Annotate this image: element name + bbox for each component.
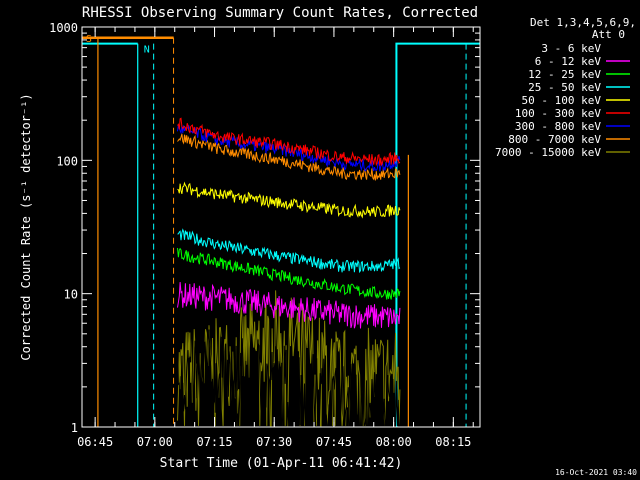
y-tick-label-0: 1: [71, 421, 78, 435]
series-line-3: [177, 228, 401, 274]
x-axis-label: Start Time (01-Apr-11 06:41:42): [160, 456, 403, 471]
y-axis-label: Corrected Count Rate (s⁻¹ detector⁻¹): [19, 93, 33, 360]
legend-label-1: 6 - 12 keV: [535, 55, 602, 68]
legend-label-3: 25 - 50 keV: [528, 81, 601, 94]
legend-label-2: 12 - 25 keV: [528, 68, 601, 81]
series-line-7: [177, 133, 401, 181]
x-tick-label-3: 07:30: [256, 435, 292, 449]
x-tick-label-0: 06:45: [77, 435, 113, 449]
y-tick-label-3: 1000: [49, 21, 78, 35]
x-tick-label-2: 07:15: [196, 435, 232, 449]
footer-date: 16-Oct-2021 03:40: [555, 468, 637, 477]
annotation-n: N: [144, 45, 150, 56]
legend-header-line-1: Det 1,3,4,5,6,9,: [530, 16, 636, 29]
legend-label-8: 7000 - 15000 keV: [495, 146, 601, 159]
legend-label-6: 300 - 800 keV: [515, 120, 601, 133]
legend-label-7: 800 - 7000 keV: [508, 133, 601, 146]
chart-title: RHESSI Observing Summary Count Rates, Co…: [82, 5, 478, 21]
series-line-1: [177, 282, 401, 329]
series-line-4: [177, 181, 401, 219]
annotation-s: S: [86, 34, 92, 45]
x-tick-label-6: 08:15: [435, 435, 471, 449]
y-tick-label-2: 100: [56, 154, 78, 168]
legend-label-4: 50 - 100 keV: [522, 94, 602, 107]
night-indicator-right: [395, 42, 480, 427]
x-tick-label-4: 07:45: [316, 435, 352, 449]
series-line-2: [177, 247, 401, 300]
series-line-5: [177, 117, 401, 167]
plot-frame: [81, 26, 481, 428]
x-tick-label-5: 08:00: [376, 435, 412, 449]
legend-label-0: 3 - 6 keV: [541, 42, 601, 55]
plot-area: SN: [81, 26, 481, 429]
y-tick-label-1: 10: [64, 288, 78, 302]
legend-header-line-2: Att 0: [592, 28, 625, 41]
legend-label-5: 100 - 300 keV: [515, 107, 601, 120]
x-tick-label-1: 07:00: [137, 435, 173, 449]
